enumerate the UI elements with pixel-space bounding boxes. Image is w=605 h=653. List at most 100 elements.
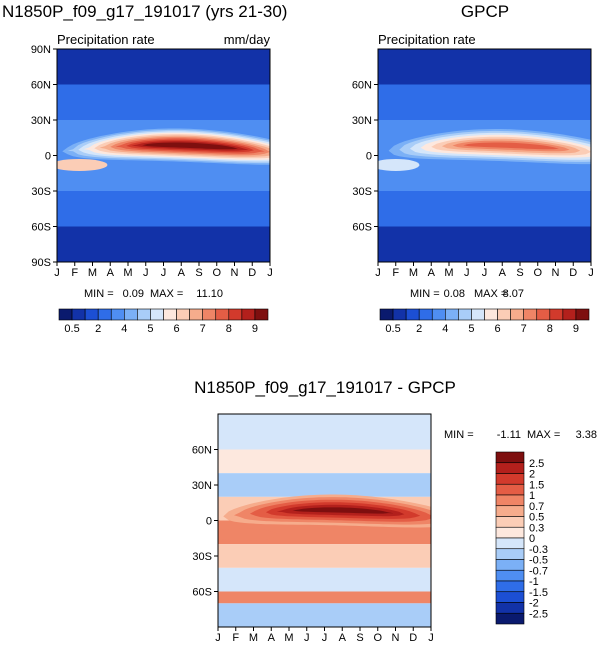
colorbar-swatch	[495, 602, 525, 614]
panel-diff-max-label: MAX =	[527, 429, 560, 441]
panel-model-heatmap	[57, 49, 270, 262]
y-tick-label: 30N	[352, 115, 372, 127]
colorbar-swatch	[431, 308, 446, 321]
colorbar-swatch	[495, 505, 525, 517]
colorbar-swatch	[495, 580, 525, 593]
band-0	[57, 49, 270, 85]
colorbar-label: 1	[529, 490, 535, 502]
panel-model-title: N1850P_f09_g17_191017 (yrs 21-30)	[2, 2, 287, 21]
colorbar-swatch	[137, 308, 151, 321]
x-tick-label: O	[533, 267, 542, 279]
colorbar-label: 4	[442, 323, 448, 335]
colorbar-swatch	[562, 308, 577, 321]
panel-model-colorbar: 0.5 2 4 5 6 7 8 9	[58, 308, 269, 335]
x-tick-label: O	[373, 632, 382, 644]
colorbar-swatch	[495, 612, 525, 625]
colorbar-label: 5	[468, 323, 474, 335]
x-tick-label: J	[215, 632, 221, 644]
x-tick-label: J	[428, 632, 434, 644]
colorbar-label: 8	[547, 323, 553, 335]
panel-diff-max-value: 3.38	[576, 429, 597, 441]
x-tick-label: J	[375, 267, 381, 279]
y-tick-label: 0	[206, 516, 212, 528]
x-tick-label: S	[356, 632, 363, 644]
y-tick-label: 60N	[31, 80, 51, 92]
y-tick-label: 90N	[31, 44, 51, 56]
x-tick-label: F	[392, 267, 399, 279]
panel-diff-heatmap	[218, 414, 431, 627]
colorbar-swatch	[445, 308, 459, 321]
panel-diff-min-value: -1.11	[497, 429, 521, 441]
colorbar-label: -1	[529, 576, 539, 588]
y-tick-label: 60N	[352, 80, 372, 92]
band-0	[378, 49, 591, 85]
panel-diff-colorbar: 2.521.510.70.50.30-0.3-0.5-0.7-1-1.5-2-2…	[495, 451, 548, 625]
colorbar-swatch	[84, 308, 99, 321]
x-tick-label: O	[212, 267, 221, 279]
colorbar-label: -2	[529, 598, 539, 610]
colorbar-swatch	[418, 308, 433, 321]
band-1	[378, 84, 591, 120]
x-tick-label: J	[588, 267, 594, 279]
band-8	[218, 603, 431, 627]
x-tick-label: J	[304, 632, 310, 644]
colorbar-swatch	[176, 308, 190, 321]
colorbar-label: 4	[121, 323, 127, 335]
colorbar-label: 2	[95, 323, 101, 335]
colorbar-label: 7	[521, 323, 527, 335]
panel-obs-title: GPCP	[461, 2, 509, 21]
colorbar-swatch	[495, 473, 525, 485]
panel-model: N1850P_f09_g17_191017 (yrs 21-30) Precip…	[2, 2, 287, 335]
x-tick-label: D	[569, 267, 577, 279]
colorbar-swatch	[228, 308, 243, 321]
colorbar-label: 7	[200, 323, 206, 335]
panel-model-min-label: MIN =	[84, 288, 114, 300]
colorbar-swatch	[202, 308, 217, 321]
band-3	[57, 191, 270, 227]
colorbar-swatch	[495, 569, 525, 582]
colorbar-label: -0.7	[529, 565, 548, 577]
y-tick-label: 30S	[192, 551, 212, 563]
colorbar-swatch	[254, 308, 269, 321]
colorbar-label: 9	[573, 323, 579, 335]
y-tick-label: 60S	[192, 587, 212, 599]
colorbar-label: -2.5	[529, 608, 548, 620]
x-tick-label: D	[248, 267, 256, 279]
x-tick-label: J	[143, 267, 149, 279]
y-tick-label: 60S	[31, 222, 51, 234]
colorbar-swatch	[215, 308, 230, 321]
x-tick-label: M	[444, 267, 453, 279]
y-tick-label: 90S	[31, 257, 51, 269]
x-tick-label: M	[123, 267, 132, 279]
panel-obs-min-label: MIN =	[410, 288, 440, 300]
x-tick-label: A	[499, 267, 507, 279]
x-tick-label: J	[267, 267, 273, 279]
x-tick-label: M	[249, 632, 258, 644]
y-tick-label: 0	[366, 151, 372, 163]
band-1	[57, 84, 270, 120]
panel-diff-min-label: MIN =	[444, 429, 474, 441]
colorbar-swatch	[379, 308, 394, 321]
band-0	[218, 414, 431, 450]
x-tick-label: S	[516, 267, 523, 279]
colorbar-swatch	[495, 516, 525, 528]
colorbar-label: 5	[147, 323, 153, 335]
colorbar-swatch	[163, 308, 177, 321]
colorbar-swatch	[471, 308, 485, 321]
band-5	[218, 544, 431, 568]
panel-obs-subtitle-left: Precipitation rate	[378, 32, 476, 47]
colorbar-swatch	[484, 308, 498, 321]
colorbar-swatch	[495, 494, 525, 507]
colorbar-swatch	[495, 526, 525, 539]
panel-model-subtitle-left: Precipitation rate	[57, 32, 155, 47]
colorbar-swatch	[58, 308, 73, 321]
x-tick-label: A	[428, 267, 436, 279]
colorbar-swatch	[241, 308, 256, 321]
x-tick-label: D	[409, 632, 417, 644]
colorbar-label: -0.5	[529, 555, 548, 567]
panel-model-max-value: 11.10	[196, 288, 223, 300]
x-tick-label: N	[392, 632, 400, 644]
